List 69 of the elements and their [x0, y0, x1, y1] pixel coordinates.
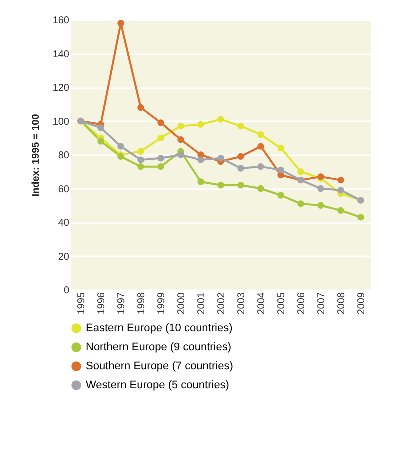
legend-label: Western Europe (5 countries) — [86, 380, 230, 392]
point — [318, 202, 324, 209]
legend-label: Northern Europe (9 countries) — [86, 342, 232, 354]
point — [138, 163, 144, 170]
x-tick-label: 2002 — [216, 292, 228, 315]
point — [198, 156, 204, 164]
point — [218, 116, 224, 123]
point — [338, 187, 344, 194]
point — [278, 166, 284, 174]
x-tick-label: 2001 — [196, 292, 208, 315]
x-tick-label: 2006 — [296, 292, 308, 315]
point — [178, 122, 184, 130]
x-tick-label: 1995 — [76, 292, 88, 315]
point — [258, 185, 264, 192]
point — [278, 192, 284, 199]
point — [258, 143, 264, 150]
x-tick-label: 2004 — [256, 292, 268, 315]
y-tick-label: 40 — [58, 218, 70, 229]
point — [358, 214, 364, 221]
point — [118, 143, 124, 150]
point — [198, 178, 204, 186]
point — [238, 165, 244, 172]
x-tick-label: 1998 — [136, 292, 148, 315]
point — [218, 155, 224, 162]
x-tick-label: 2005 — [276, 292, 288, 315]
y-tick-label: 20 — [58, 252, 70, 263]
point — [158, 163, 164, 170]
point — [138, 104, 144, 112]
y-tick-label: 160 — [52, 16, 70, 26]
x-tick-label: 1996 — [96, 292, 108, 315]
point — [158, 120, 164, 126]
point — [338, 207, 344, 214]
y-tick-label: 60 — [58, 184, 70, 196]
x-tick-label: 1997 — [116, 292, 128, 315]
point — [98, 138, 104, 145]
point — [158, 134, 164, 142]
y-tick-label: 120 — [52, 83, 70, 94]
y-axis-title: Index: 1995 = 100 — [30, 114, 42, 197]
point — [258, 163, 264, 170]
x-tick-label: 2000 — [176, 292, 188, 315]
point — [138, 156, 144, 164]
x-tick-label: 2009 — [356, 292, 368, 315]
y-tick-label: 140 — [52, 49, 70, 60]
point — [138, 148, 144, 155]
legend-label: Southern Europe (7 countries) — [86, 360, 234, 372]
point — [178, 136, 184, 144]
x-tick-label: 2008 — [336, 292, 348, 315]
point — [258, 131, 264, 138]
point — [238, 182, 244, 189]
point — [198, 121, 204, 128]
x-tick-label: 2003 — [236, 292, 248, 315]
y-tick-label: 0 — [64, 286, 70, 296]
x-tick-label: 2007 — [316, 292, 328, 315]
point — [338, 176, 344, 184]
legend-label: Eastern Europe (10 countries) — [86, 322, 233, 334]
point — [178, 152, 184, 158]
x-tick-label: 1999 — [156, 292, 168, 315]
point — [238, 122, 244, 130]
point — [298, 200, 304, 208]
point — [318, 185, 324, 192]
point — [118, 20, 124, 27]
y-tick-label: 80 — [58, 150, 70, 162]
y-tick-label: 100 — [52, 116, 70, 128]
point — [218, 182, 224, 189]
point — [98, 124, 104, 132]
point — [158, 155, 164, 162]
point — [298, 168, 304, 176]
point — [238, 153, 244, 160]
point — [278, 144, 284, 152]
